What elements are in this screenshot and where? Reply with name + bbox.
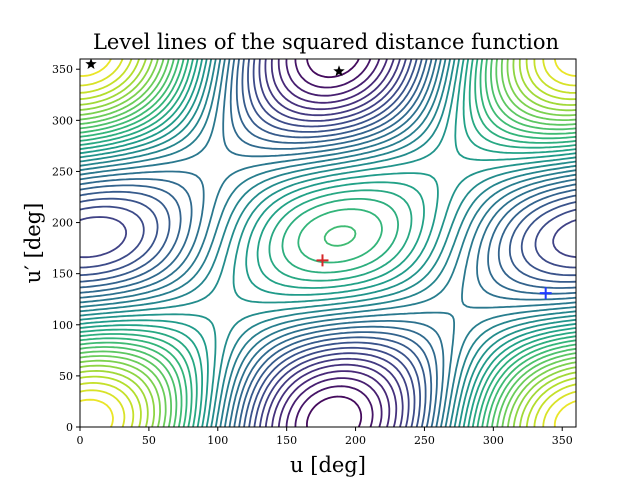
contour-level — [80, 59, 576, 427]
contour-level — [80, 59, 576, 427]
contour-level — [80, 59, 576, 427]
y-tick-label: 0 — [66, 421, 73, 434]
contour-level — [80, 59, 576, 427]
contour-level — [80, 59, 576, 427]
contour-level — [80, 59, 576, 427]
contour-level — [80, 59, 576, 427]
contour-level — [306, 59, 363, 427]
contour-level — [80, 59, 576, 427]
y-tick-label: 300 — [52, 114, 73, 127]
contour-level — [80, 59, 576, 427]
y-axis-ticks: 0 50 100 150 200 250 300 350 — [52, 63, 80, 434]
contour-level — [80, 59, 576, 427]
plot-frame — [79, 58, 577, 428]
y-tick-label: 50 — [59, 370, 73, 383]
contour-level — [80, 59, 576, 427]
y-tick-label: 100 — [52, 319, 73, 332]
x-tick-label: 0 — [77, 434, 84, 447]
contour-level — [80, 59, 576, 427]
contour-level — [80, 59, 576, 427]
y-tick-label: 150 — [52, 268, 73, 281]
contour-level — [80, 59, 576, 427]
x-tick-label: 250 — [414, 434, 435, 447]
contour-level — [80, 59, 576, 427]
x-tick-label: 200 — [345, 434, 366, 447]
x-tick-label: 100 — [207, 434, 228, 447]
contour-level — [264, 59, 404, 427]
contour-level — [270, 59, 398, 427]
contour-level — [277, 59, 391, 427]
x-tick-label: 150 — [276, 434, 297, 447]
markers — [85, 59, 552, 300]
y-axis-label: u′ [deg] — [21, 203, 45, 284]
x-axis-label: u [deg] — [290, 453, 366, 477]
contour-level — [80, 59, 576, 427]
contour-level — [80, 59, 576, 427]
contour-level — [80, 59, 576, 427]
contour-level — [80, 59, 576, 427]
y-tick-label: 350 — [52, 63, 73, 76]
saddle-1-marker — [85, 59, 97, 69]
contour-level — [80, 59, 576, 427]
x-tick-label: 300 — [483, 434, 504, 447]
chart-title: Level lines of the squared distance func… — [93, 30, 559, 54]
contour-level — [80, 59, 576, 427]
contour-level — [80, 59, 576, 427]
contour-lines — [80, 59, 576, 427]
contour-level — [80, 59, 576, 427]
x-tick-label: 50 — [142, 434, 156, 447]
contour-level — [80, 59, 576, 427]
contour-level — [285, 59, 383, 427]
minimum-marker — [539, 287, 552, 300]
y-tick-label: 250 — [52, 165, 73, 178]
maximum-marker — [316, 254, 329, 267]
contour-level — [80, 59, 576, 427]
saddle-2-marker — [333, 65, 345, 77]
y-tick-label: 200 — [52, 217, 73, 230]
x-tick-label: 350 — [552, 434, 573, 447]
x-axis-ticks: 0 50 100 150 200 250 300 350 — [77, 427, 573, 447]
contour-level — [80, 59, 576, 427]
contour-level — [294, 59, 374, 427]
contour-level — [80, 59, 576, 427]
